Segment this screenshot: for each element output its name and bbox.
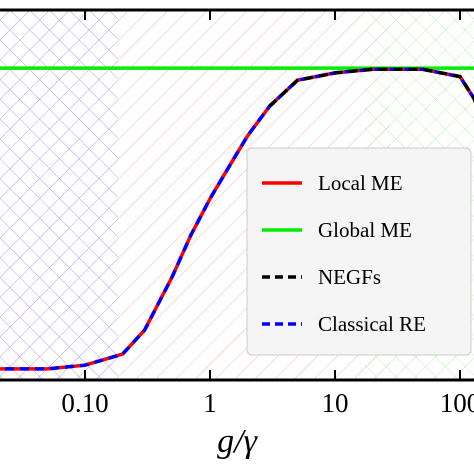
x-tick-label: 0.10 (61, 388, 108, 418)
series-line (268, 67, 474, 108)
x-tick-label: 100 (440, 388, 474, 418)
axes-frame (0, 8, 474, 382)
legend-label: Global ME (318, 218, 412, 242)
regime-region (0, 10, 118, 380)
x-tick-label: 1 (203, 388, 217, 418)
x-axis-label: g/γ (217, 423, 258, 460)
legend-label: NEGFs (318, 265, 381, 289)
legend (246, 147, 472, 356)
legend-label: Classical RE (318, 312, 426, 336)
x-tick-label: 10 (322, 388, 349, 418)
plot-lines (0, 66, 474, 371)
legend-entries: Local ME Global ME NEGFs Classical RE (262, 171, 426, 336)
legend-label: Local ME (318, 171, 403, 195)
